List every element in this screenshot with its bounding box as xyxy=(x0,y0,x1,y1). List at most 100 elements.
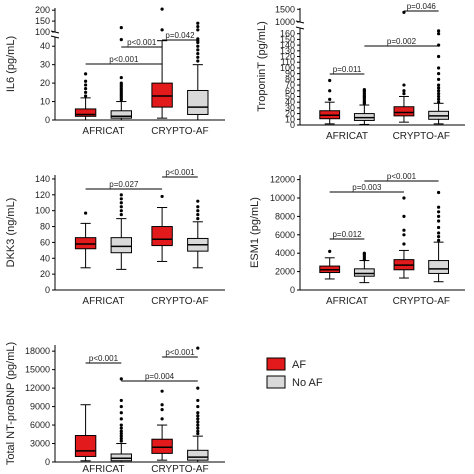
outlier-point xyxy=(119,411,123,415)
box-iqr xyxy=(74,435,97,457)
box-no-af xyxy=(428,190,450,283)
y-tick-label: 80 xyxy=(285,74,295,84)
outlier-point xyxy=(119,209,123,213)
y-axis-label: DKK3 (ng/mL) xyxy=(5,198,17,268)
outlier-point xyxy=(196,205,200,209)
outlier-point xyxy=(119,205,123,209)
p-value-label: p=0.004 xyxy=(145,372,175,381)
y-tick-label: 120 xyxy=(280,52,295,62)
p-value-label: p=0.012 xyxy=(332,230,362,239)
y-tick-label: 1000 xyxy=(275,17,295,27)
outlier-point xyxy=(119,432,123,436)
outlier-point xyxy=(328,249,332,253)
outlier-point xyxy=(437,225,441,230)
x-category-label: CRYPTO-AF xyxy=(151,296,208,307)
box-iqr xyxy=(151,82,173,108)
outlier-point xyxy=(437,210,441,214)
outlier-point xyxy=(402,89,406,93)
outlier-point xyxy=(160,28,164,32)
outlier-point xyxy=(196,423,200,427)
outlier-point xyxy=(119,377,123,381)
outlier-point xyxy=(84,94,88,98)
box-iqr xyxy=(428,260,450,274)
box-af xyxy=(151,389,173,461)
y-tick-label: 20 xyxy=(40,78,50,88)
y-tick-label: 0 xyxy=(45,457,50,467)
p-value-label: p=0.027 xyxy=(109,180,139,189)
outlier-point xyxy=(437,190,441,195)
x-category-label: AFRICAT xyxy=(326,296,368,307)
outlier-point xyxy=(437,205,441,209)
box-iqr xyxy=(187,89,209,115)
outlier-point xyxy=(196,24,200,29)
box-no-af xyxy=(110,377,132,463)
y-tick-label: 40 xyxy=(40,253,50,263)
p-value-label: p<0.001 xyxy=(165,348,195,357)
outlier-point xyxy=(119,404,123,409)
box-no-af xyxy=(187,21,209,121)
box-af xyxy=(74,72,97,121)
box-iqr xyxy=(110,237,132,254)
outlier-point xyxy=(437,100,441,104)
x-category-label: AFRICAT xyxy=(326,131,368,142)
outlier-point xyxy=(196,199,200,203)
y-tick-label: 40 xyxy=(40,41,50,51)
outlier-point xyxy=(119,26,123,30)
x-category-label: AFRICAT xyxy=(82,464,124,474)
outlier-point xyxy=(437,72,441,76)
y-tick-label: 18000 xyxy=(25,346,50,356)
outlier-point xyxy=(402,242,406,246)
box-iqr xyxy=(353,268,375,277)
y-tick-label: 70 xyxy=(285,80,295,90)
x-category-label: AFRICAT xyxy=(82,126,124,137)
outlier-point xyxy=(196,346,200,350)
outlier-point xyxy=(402,83,406,87)
outlier-point xyxy=(437,219,441,223)
y-tick-label: 30 xyxy=(40,60,50,70)
box-iqr xyxy=(151,438,173,454)
box-no-af xyxy=(110,193,132,270)
outlier-point xyxy=(119,398,123,403)
outlier-point xyxy=(160,417,164,421)
y-tick-label: 100 xyxy=(35,206,50,216)
outlier-point xyxy=(196,28,200,32)
outlier-point xyxy=(362,251,366,255)
outlier-point xyxy=(196,411,200,415)
box-af xyxy=(74,404,97,462)
outlier-point xyxy=(160,403,164,407)
outlier-point xyxy=(402,228,406,232)
outlier-point xyxy=(119,213,123,217)
outlier-point xyxy=(196,404,200,409)
outlier-point xyxy=(437,32,441,36)
outlier-point xyxy=(119,417,123,421)
box-iqr xyxy=(110,453,132,462)
y-tick-label: 110 xyxy=(281,57,295,67)
outlier-point xyxy=(402,10,406,14)
outlier-point xyxy=(160,389,164,393)
outlier-point xyxy=(196,217,200,221)
y-tick-label: 9000 xyxy=(30,402,50,412)
outlier-point xyxy=(402,196,406,200)
outlier-point xyxy=(119,75,123,80)
y-axis-label: Total NT-proBNP (pg/mL) xyxy=(5,342,17,465)
outlier-point xyxy=(196,21,200,25)
outlier-point xyxy=(437,231,441,235)
outlier-point xyxy=(328,97,332,101)
y-tick-label: 60 xyxy=(40,237,50,247)
outlier-point xyxy=(437,54,441,59)
outlier-point xyxy=(437,214,441,218)
outlier-point xyxy=(437,238,441,242)
y-tick-label: 140 xyxy=(280,40,295,50)
outlier-point xyxy=(437,66,441,70)
box-no-af xyxy=(187,199,209,269)
outlier-point xyxy=(196,44,200,48)
y-tick-label: 80 xyxy=(40,222,50,232)
outlier-point xyxy=(119,429,123,433)
y-tick-label: 10 xyxy=(40,97,50,107)
p-value-label: p<0.001 xyxy=(109,55,139,64)
box-af xyxy=(319,249,341,280)
y-tick-label: 4000 xyxy=(275,248,295,258)
chart-panel: 0 20 40 60 80 100 120 140 DKK3 (ng/mL) AFRICAT CRY… xyxy=(5,168,225,307)
y-tick-label: 100 xyxy=(35,27,50,37)
